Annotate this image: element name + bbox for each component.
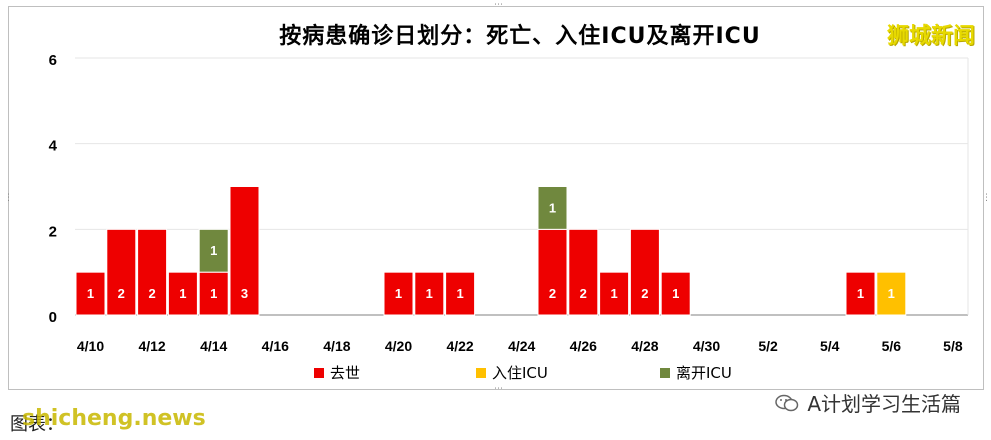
- y-tick-label: 2: [49, 223, 57, 240]
- data-label: 1: [857, 286, 864, 301]
- data-label: 1: [672, 286, 679, 301]
- legend-swatch-icu-in: [476, 367, 486, 378]
- footer-caption: 图表： shicheng.news: [10, 406, 206, 436]
- legend-item-icu-in: 入住ICU: [476, 362, 548, 383]
- bar-death: [383, 271, 414, 316]
- wechat-icon: [775, 394, 799, 412]
- data-label: 1: [426, 286, 433, 301]
- x-tick-label: 4/24: [508, 338, 535, 354]
- bar-death: [599, 271, 630, 316]
- legend-swatch-death: [314, 367, 324, 378]
- data-label: 1: [549, 200, 556, 215]
- bar-icu_in: [876, 271, 907, 316]
- legend-label-icu-in: 入住ICU: [492, 364, 548, 382]
- x-tick-label: 4/18: [323, 338, 350, 354]
- x-tick-label: 4/12: [138, 338, 165, 354]
- legend-label-icu-out: 离开ICU: [676, 364, 732, 382]
- brand-watermark: 狮城新闻: [886, 24, 975, 49]
- resize-handle-left[interactable]: ⋮: [4, 193, 13, 203]
- chart-svg: 0 2 4 6 1 2 2 1 1 1 3 1 1 1 2 1 2 1 2 1 1 1 4/10 4/12 4/14 4/16 4/…: [49, 52, 969, 354]
- x-tick-label: 4/10: [77, 338, 104, 354]
- x-tick-label: 5/8: [943, 338, 963, 354]
- data-label: 2: [549, 286, 556, 301]
- resize-handle-top[interactable]: ⋯: [494, 0, 503, 10]
- data-label: 1: [210, 286, 217, 301]
- data-label: 2: [118, 286, 125, 301]
- data-label: 3: [241, 286, 248, 301]
- x-tick-label: 4/14: [200, 338, 227, 354]
- bar-death: [568, 228, 599, 316]
- bar-death: [660, 271, 691, 316]
- x-tick-label: 5/6: [882, 338, 902, 354]
- data-label: 2: [148, 286, 155, 301]
- x-tick-label: 5/2: [758, 338, 778, 354]
- bar-death: [75, 271, 106, 316]
- resize-handle-bottom[interactable]: ⋯: [494, 384, 503, 394]
- data-label: 1: [87, 286, 94, 301]
- legend-label-death: 去世: [330, 364, 361, 382]
- data-label: 1: [395, 286, 402, 301]
- chart-frame: [8, 6, 984, 390]
- bar-death: [198, 271, 229, 316]
- x-tick-label: 4/22: [446, 338, 473, 354]
- y-tick-label: 6: [49, 52, 57, 69]
- x-tick-label: 4/16: [262, 338, 289, 354]
- data-label: 2: [641, 286, 648, 301]
- wechat-account-name: A计划学习生活篇: [807, 392, 961, 416]
- data-label: 1: [456, 286, 463, 301]
- chart-legend: 去世 入住ICU 离开ICU: [0, 362, 991, 382]
- bar-death: [229, 186, 260, 316]
- data-label: 1: [610, 286, 617, 301]
- legend-item-icu-out: 离开ICU: [660, 362, 732, 383]
- legend-item-death: 去世: [314, 362, 360, 383]
- y-tick-label: 4: [49, 138, 58, 155]
- footer-watermark: shicheng.news: [22, 406, 206, 431]
- data-label: 1: [210, 243, 217, 258]
- bar-death: [537, 228, 568, 316]
- x-tick-label: 4/20: [385, 338, 412, 354]
- bar-death: [167, 271, 198, 316]
- data-label: 1: [888, 286, 895, 301]
- x-tick-label: 4/26: [570, 338, 597, 354]
- legend-swatch-icu-out: [660, 367, 670, 378]
- bar-death: [629, 228, 660, 316]
- bar-icu_out: [198, 228, 229, 273]
- bar-death: [445, 271, 476, 316]
- footer-caption-text: 图表：: [10, 414, 64, 435]
- bar-death: [414, 271, 445, 316]
- wechat-account[interactable]: A计划学习生活篇: [775, 388, 961, 417]
- bar-death: [137, 228, 168, 316]
- bar-icu_out: [537, 186, 568, 230]
- data-label: 2: [580, 286, 587, 301]
- x-tick-label: 5/4: [820, 338, 840, 354]
- x-tick-label: 4/28: [631, 338, 658, 354]
- data-label: 1: [179, 286, 186, 301]
- y-tick-label: 0: [49, 309, 57, 326]
- resize-handle-right[interactable]: ⋮: [982, 193, 991, 203]
- chart-title: 按病患确诊日划分：死亡、入住ICU及离开ICU: [279, 24, 761, 49]
- x-tick-label: 4/30: [693, 338, 720, 354]
- bar-death: [845, 271, 876, 316]
- bar-death: [106, 228, 137, 316]
